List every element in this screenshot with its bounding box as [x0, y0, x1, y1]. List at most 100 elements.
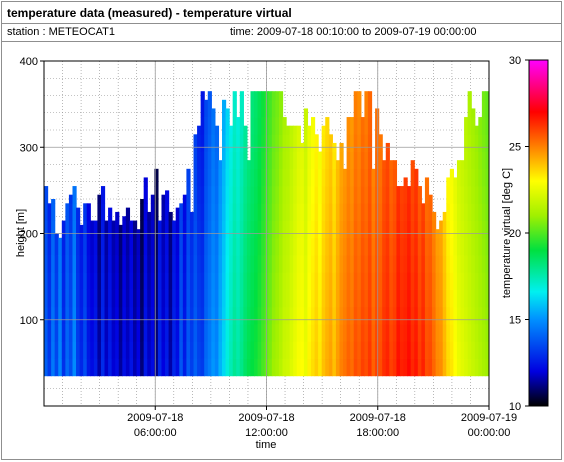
heatmap-cell	[204, 341, 209, 359]
heatmap-cell	[421, 203, 426, 221]
heatmap-cell	[332, 306, 337, 325]
heatmap-cell	[449, 341, 454, 359]
heatmap-cell	[357, 99, 362, 118]
heatmap-cell	[410, 220, 415, 239]
heatmap-cell	[346, 186, 351, 204]
heatmap-cell	[83, 306, 88, 325]
heatmap-cell	[360, 272, 365, 290]
heatmap-cell	[225, 272, 230, 290]
heatmap-cell	[343, 168, 348, 187]
heatmap-cell	[268, 134, 273, 152]
time-range-label: time: 2009-07-18 00:10:00 to 2009-07-19 …	[230, 26, 477, 38]
heatmap-cell	[47, 203, 52, 221]
heatmap-cell	[303, 341, 309, 359]
heatmap-cell	[339, 186, 344, 204]
heatmap-cell	[410, 341, 415, 359]
heatmap-cell	[321, 324, 326, 342]
heatmap-cell	[86, 341, 91, 359]
heatmap-cell	[350, 324, 355, 342]
heatmap-cell	[239, 186, 244, 204]
heatmap-cell	[115, 306, 120, 325]
heatmap-cell	[239, 341, 244, 359]
heatmap-cell	[360, 324, 365, 342]
heatmap-cell	[325, 306, 330, 325]
heatmap-cell	[325, 203, 330, 221]
heatmap-cell	[314, 220, 319, 239]
heatmap-cell	[385, 186, 390, 204]
heatmap-cell	[300, 203, 305, 221]
heatmap-cell	[236, 117, 241, 135]
heatmap-cell	[357, 255, 362, 273]
heatmap-cell	[303, 306, 309, 325]
heatmap-cell	[257, 151, 262, 170]
heatmap-cell	[90, 220, 95, 239]
heatmap-cell	[225, 289, 230, 308]
heatmap-cell	[108, 341, 113, 359]
heatmap-cell	[147, 306, 152, 325]
heatmap-cell	[204, 186, 209, 204]
heatmap-cell	[111, 272, 116, 290]
heatmap-cell	[254, 237, 259, 256]
heatmap-cell	[261, 168, 266, 187]
heatmap-cell	[378, 237, 383, 256]
heatmap-cell	[293, 358, 298, 377]
heatmap-cell	[147, 237, 152, 256]
heatmap-cell	[343, 289, 348, 308]
heatmap-cell	[293, 306, 298, 325]
heatmap-cell	[453, 341, 458, 359]
heatmap-cell	[207, 117, 212, 135]
heatmap-cell	[389, 272, 394, 290]
heatmap-cell	[257, 91, 262, 101]
heatmap-cell	[353, 220, 358, 239]
heatmap-cell	[442, 220, 447, 239]
heatmap-cell	[435, 341, 440, 359]
heatmap-cell	[332, 203, 337, 221]
heatmap-cell	[353, 168, 358, 187]
heatmap-cell	[122, 255, 127, 273]
heatmap-cell	[321, 341, 326, 359]
heatmap-cell	[410, 358, 415, 377]
heatmap-cell	[257, 117, 262, 135]
heatmap-cell	[339, 237, 344, 256]
heatmap-cell	[214, 220, 220, 239]
heatmap-cell	[97, 358, 102, 377]
heatmap-cell	[403, 324, 408, 342]
heatmap-cell	[311, 203, 316, 221]
heatmap-cell	[261, 91, 266, 101]
heatmap-cell	[207, 272, 212, 290]
heatmap-cell	[439, 324, 444, 342]
heatmap-cell	[478, 255, 483, 273]
heatmap-cell	[378, 134, 383, 152]
heatmap-cell	[44, 358, 49, 377]
heatmap-cell	[367, 168, 373, 187]
heatmap-cell	[133, 289, 138, 308]
heatmap-cell	[474, 125, 479, 135]
heatmap-cell	[197, 272, 202, 290]
heatmap-cell	[371, 237, 376, 256]
heatmap-cell	[51, 341, 56, 359]
heatmap-cell	[108, 237, 113, 256]
heatmap-cell	[375, 341, 380, 359]
heatmap-cell	[353, 91, 358, 101]
heatmap-cell	[79, 272, 84, 290]
heatmap-cell	[346, 134, 351, 152]
heatmap-cell	[65, 255, 70, 273]
heatmap-cell	[474, 272, 479, 290]
heatmap-cell	[456, 203, 462, 221]
heatmap-cell	[350, 220, 355, 239]
heatmap-cell	[204, 306, 209, 325]
heatmap-cell	[250, 99, 255, 118]
heatmap-cell	[72, 272, 77, 290]
heatmap-cell	[321, 125, 326, 135]
heatmap-cell	[222, 272, 227, 290]
heatmap-cell	[396, 255, 401, 273]
heatmap-cell	[54, 358, 59, 377]
heatmap-cell	[485, 117, 489, 135]
heatmap-cell	[161, 289, 166, 308]
heatmap-cell	[61, 289, 66, 308]
heatmap-cell	[464, 220, 469, 239]
heatmap-cell	[300, 186, 305, 204]
heatmap-cell	[456, 341, 462, 359]
heatmap-cell	[307, 125, 312, 135]
heatmap-cell	[300, 220, 305, 239]
